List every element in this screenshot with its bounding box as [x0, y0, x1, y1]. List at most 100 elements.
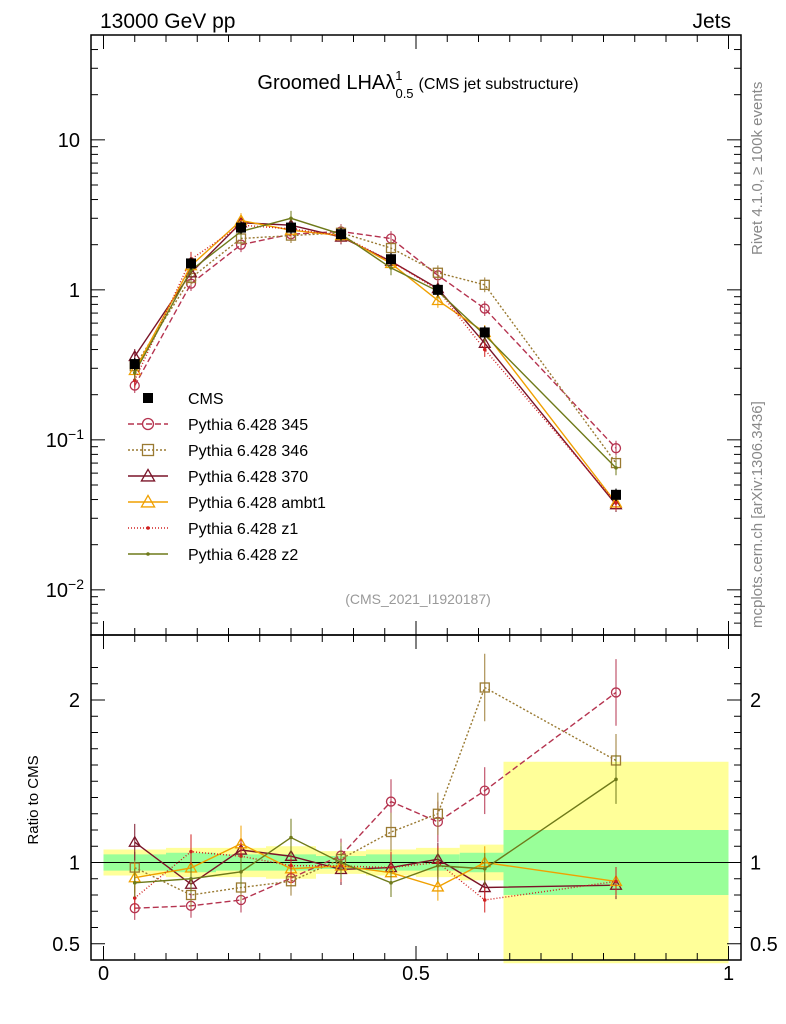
ratio-y-tick-label-left: 0.5 — [52, 934, 80, 956]
mcplots-label: mcplots.cern.ch [arXiv:1306.3436] — [749, 401, 766, 628]
marker-circle — [385, 796, 397, 807]
main-y-tick-label: 10−2 — [46, 576, 84, 602]
marker-square — [479, 682, 490, 693]
data-point — [236, 222, 246, 233]
marker-square — [432, 267, 444, 278]
rivet-label: Rivet 4.1.0, ≥ 100k events — [749, 82, 766, 255]
series-line-3 — [134, 219, 617, 504]
legend-item-5: Pythia 6.428 z2 — [128, 547, 298, 564]
marker-square — [385, 826, 397, 838]
marker-dot — [239, 854, 243, 859]
marker-dot — [146, 526, 150, 530]
marker-dot — [614, 777, 618, 782]
legend-item-1: Pythia 6.428 346 — [128, 443, 308, 460]
marker-dot — [239, 870, 243, 874]
marker-dot — [436, 863, 440, 868]
marker-dot — [482, 898, 487, 902]
marker-dot — [289, 216, 293, 221]
marker-dot — [482, 866, 487, 871]
data-point — [611, 489, 621, 500]
marker-dot — [189, 876, 193, 881]
main-frame — [90, 34, 742, 636]
plot-title-sup: 1 — [395, 68, 402, 83]
main-series — [128, 210, 623, 512]
plot-title-suffix: (CMS jet substructure) — [419, 76, 579, 93]
marker-dot — [132, 881, 137, 885]
data-point — [479, 327, 490, 338]
marker-dot — [132, 378, 137, 382]
data-point — [286, 222, 296, 233]
ratio-y-tick-label-right: 0.5 — [750, 934, 778, 956]
marker-dot — [389, 881, 393, 885]
main-y-tick-label: 10 — [58, 130, 80, 152]
main-y-tick-label: 10−1 — [46, 426, 84, 452]
header-left-label: 13000 GeV pp — [100, 10, 235, 33]
marker-dot — [389, 266, 393, 270]
marker-circle — [141, 417, 155, 431]
data-point — [336, 229, 346, 240]
marker-dot — [482, 347, 487, 352]
tick-base: 10 — [46, 580, 68, 602]
data-point — [432, 284, 443, 295]
plot-title-sub: 0.5 — [395, 86, 413, 101]
tick-base: 10 — [46, 430, 68, 452]
marker-triangle — [128, 835, 142, 847]
marker-dot — [339, 860, 343, 865]
main-y-tick-label: 1 — [69, 280, 80, 302]
legend-label: CMS — [188, 391, 224, 408]
marker-dot — [132, 896, 137, 900]
legend-label: Pythia 6.428 370 — [188, 469, 308, 486]
x-tick-label: 0 — [98, 963, 109, 985]
legend-item-3: Pythia 6.428 ambt1 — [128, 494, 326, 512]
marker-dot — [614, 879, 618, 884]
ratio-y-tick-label-left: 1 — [69, 853, 80, 875]
legend: CMS Pythia 6.428 345 Pythia 6.428 346 Pythi… — [128, 391, 326, 564]
marker-dot — [189, 268, 193, 273]
legend-label: Pythia 6.428 ambt1 — [188, 495, 326, 512]
legend-data-marker — [143, 393, 153, 403]
data-point — [129, 359, 140, 370]
tick-exponent: −1 — [68, 426, 84, 442]
legend-label: Pythia 6.428 z1 — [188, 521, 298, 538]
legend-item-data: CMS — [143, 391, 224, 408]
legend-label: Pythia 6.428 345 — [188, 417, 308, 434]
tick-exponent: −2 — [68, 576, 84, 592]
legend-label: Pythia 6.428 z2 — [188, 547, 298, 564]
main-data-points — [129, 221, 621, 502]
marker-square — [432, 808, 444, 819]
ratio-ylabel: Ratio to CMS — [25, 755, 42, 844]
marker-dot — [132, 370, 137, 375]
ratio-series — [128, 653, 623, 920]
marker-dot — [614, 466, 618, 470]
marker-dot — [146, 552, 150, 556]
marker-triangle — [431, 293, 445, 306]
marker-circle — [479, 785, 490, 796]
legend-item-0: Pythia 6.428 345 — [128, 417, 308, 434]
marker-dot — [289, 863, 293, 868]
marker-square — [479, 279, 490, 290]
header-right-label: Jets — [692, 10, 731, 33]
marker-circle — [479, 303, 490, 314]
marker-dot — [189, 849, 193, 854]
ratio-y-tick-label-left: 2 — [69, 690, 80, 712]
marker-dot — [289, 835, 293, 840]
data-point — [186, 258, 196, 269]
marker-square — [385, 242, 397, 254]
legend-item-4: Pythia 6.428 z1 — [128, 521, 298, 538]
x-tick-label: 0.5 — [402, 963, 430, 985]
legend-item-2: Pythia 6.428 370 — [128, 468, 308, 486]
marker-triangle — [140, 468, 156, 482]
marker-triangle — [431, 880, 445, 892]
marker-dot — [614, 501, 618, 505]
x-tick-label: 1 — [723, 963, 734, 985]
marker-square — [141, 443, 155, 457]
marker-circle — [610, 687, 622, 698]
ratio-y-tick-label-right: 1 — [750, 853, 761, 875]
marker-dot — [389, 865, 393, 870]
plot-title-main: Groomed LHA — [257, 72, 385, 94]
analysis-id-label: (CMS_2021_I1920187) — [345, 591, 491, 607]
data-point — [386, 254, 396, 265]
legend-label: Pythia 6.428 346 — [188, 443, 308, 460]
